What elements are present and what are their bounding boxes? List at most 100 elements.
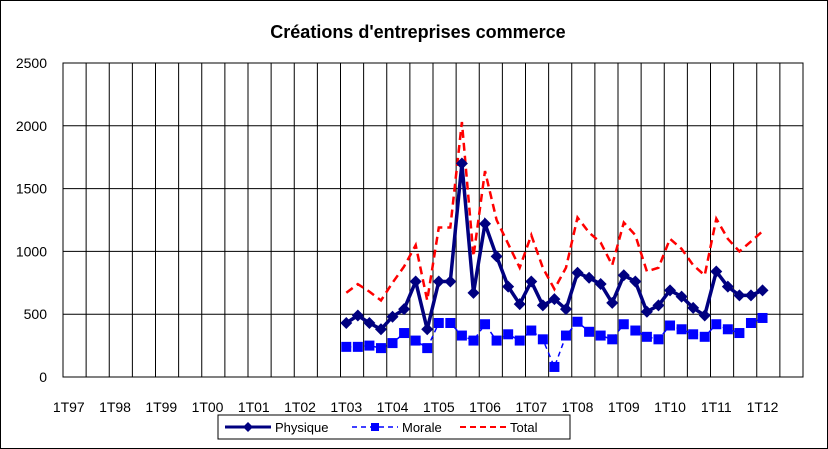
series-physique xyxy=(340,157,769,336)
data-point xyxy=(526,325,537,336)
data-point xyxy=(571,266,584,279)
data-point xyxy=(618,319,629,330)
legend-label: Morale xyxy=(402,420,442,435)
x-tick-label: 1T10 xyxy=(654,399,686,415)
data-point xyxy=(617,269,630,282)
data-point xyxy=(653,334,664,345)
x-axis-tick-labels: 1T97 1T98 1T99 1T00 1T01 1T02 1T03 1T04 1T05 1T06… xyxy=(53,399,779,415)
series-total xyxy=(345,121,764,303)
data-point xyxy=(594,278,607,291)
data-point xyxy=(734,328,745,339)
data-point xyxy=(409,275,422,288)
legend-label: Physique xyxy=(275,420,328,435)
data-point xyxy=(630,325,641,336)
data-point xyxy=(502,280,515,293)
data-point xyxy=(560,330,571,341)
x-tick-label: 1T08 xyxy=(562,399,594,415)
data-point xyxy=(607,334,618,345)
data-point xyxy=(468,335,479,346)
data-point xyxy=(479,217,492,230)
data-point xyxy=(386,310,399,323)
chart-title: Créations d'entreprises commerce xyxy=(270,22,565,42)
data-point xyxy=(503,329,514,340)
data-point xyxy=(559,303,572,316)
data-point xyxy=(640,305,653,318)
legend-item-total: Total xyxy=(460,420,538,435)
data-point xyxy=(410,335,421,346)
data-point xyxy=(525,275,538,288)
data-point xyxy=(422,343,433,354)
data-point xyxy=(399,328,410,339)
legend-marker xyxy=(243,422,253,432)
data-point xyxy=(744,289,757,302)
data-point xyxy=(572,316,583,327)
data-point xyxy=(641,331,652,342)
legend-box xyxy=(217,414,571,440)
y-tick-label: 0 xyxy=(39,369,47,385)
x-tick-label: 1T99 xyxy=(145,399,177,415)
data-point xyxy=(341,341,352,352)
legend-item-physique: Physique xyxy=(225,420,328,435)
data-point xyxy=(364,340,375,351)
y-tick-label: 1500 xyxy=(16,181,47,197)
data-point xyxy=(664,284,677,297)
data-point xyxy=(537,334,548,345)
data-point xyxy=(444,275,457,288)
data-point xyxy=(733,289,746,302)
x-tick-label: 1T02 xyxy=(284,399,316,415)
data-point xyxy=(375,343,386,354)
data-point xyxy=(711,319,722,330)
x-tick-label: 1T03 xyxy=(330,399,362,415)
x-tick-label: 1T05 xyxy=(423,399,455,415)
y-tick-label: 500 xyxy=(24,306,48,322)
data-point xyxy=(455,157,468,170)
x-tick-label: 1T98 xyxy=(99,399,131,415)
data-point xyxy=(583,271,596,284)
y-axis-tick-labels: 0 500 1000 1500 2000 2500 xyxy=(16,55,47,385)
data-point xyxy=(675,290,688,303)
data-point xyxy=(363,316,376,329)
data-point xyxy=(745,317,756,328)
data-point xyxy=(456,330,467,341)
x-tick-label: 1T11 xyxy=(701,399,732,415)
data-point xyxy=(398,303,411,316)
legend: Physique Morale Total xyxy=(217,414,571,440)
data-point xyxy=(513,298,526,311)
data-point xyxy=(374,323,387,336)
y-tick-label: 2500 xyxy=(16,55,47,71)
legend-item-morale: Morale xyxy=(352,420,442,435)
x-tick-label: 1T01 xyxy=(238,399,270,415)
data-point xyxy=(721,280,734,293)
x-tick-label: 1T06 xyxy=(469,399,501,415)
legend-marker xyxy=(371,423,379,431)
data-point xyxy=(698,309,711,322)
x-tick-label: 1T12 xyxy=(747,399,779,415)
x-tick-label: 1T09 xyxy=(608,399,640,415)
data-point xyxy=(432,275,445,288)
data-point xyxy=(722,324,733,335)
data-point xyxy=(688,329,699,340)
data-point xyxy=(710,265,723,278)
data-point xyxy=(351,309,364,322)
x-tick-label: 1T00 xyxy=(192,399,224,415)
data-point xyxy=(606,296,619,309)
data-point xyxy=(387,338,398,349)
data-point xyxy=(433,317,444,328)
series-layer xyxy=(340,121,769,372)
data-point xyxy=(514,335,525,346)
data-point xyxy=(491,335,502,346)
data-point xyxy=(352,341,363,352)
data-point xyxy=(421,323,434,336)
series-line xyxy=(345,121,764,303)
data-point xyxy=(536,299,549,312)
data-point xyxy=(445,317,456,328)
data-point xyxy=(676,324,687,335)
y-tick-label: 2000 xyxy=(16,118,47,134)
data-point xyxy=(699,331,710,342)
data-point xyxy=(652,299,665,312)
x-tick-label: 1T07 xyxy=(515,399,547,415)
data-point xyxy=(665,320,676,331)
data-point xyxy=(584,326,595,337)
data-point xyxy=(687,301,700,314)
